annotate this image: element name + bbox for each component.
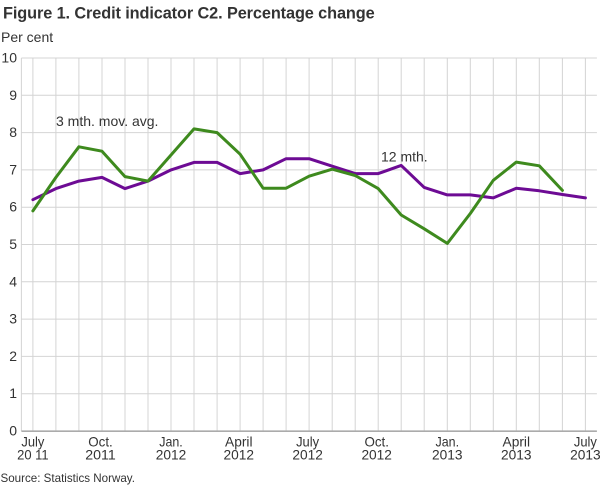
svg-text:2013: 2013	[501, 446, 532, 462]
svg-text:Figure 1. Credit indicator C2.: Figure 1. Credit indicator C2. Percentag…	[3, 5, 375, 23]
svg-text:Oct.: Oct.	[364, 433, 389, 449]
svg-text:3 mth. mov. avg.: 3 mth. mov. avg.	[56, 113, 158, 129]
svg-text:Jan.: Jan.	[436, 433, 460, 449]
svg-text:Oct.: Oct.	[88, 433, 113, 449]
svg-text:0: 0	[9, 423, 17, 439]
svg-text:2011: 2011	[85, 446, 116, 462]
svg-text:2013: 2013	[432, 446, 463, 462]
svg-text:4: 4	[9, 273, 17, 289]
svg-text:2012: 2012	[224, 446, 255, 462]
svg-text:Jan.: Jan.	[159, 433, 183, 449]
svg-text:2: 2	[9, 348, 17, 364]
svg-text:2012: 2012	[361, 446, 392, 462]
svg-text:April: April	[225, 433, 253, 449]
svg-text:Source: Statistics Norway.: Source: Statistics Norway.	[1, 472, 135, 485]
svg-text:July: July	[574, 433, 597, 449]
svg-text:July: July	[21, 433, 44, 449]
svg-text:July: July	[296, 433, 319, 449]
svg-text:April: April	[503, 433, 531, 449]
svg-text:1: 1	[9, 385, 17, 401]
svg-text:20 11: 20 11	[17, 446, 49, 462]
svg-text:2012: 2012	[156, 446, 187, 462]
svg-text:12 mth.: 12 mth.	[381, 149, 428, 165]
svg-text:7: 7	[9, 161, 17, 177]
svg-text:2013: 2013	[570, 446, 601, 462]
svg-text:5: 5	[9, 236, 17, 252]
svg-text:10: 10	[1, 50, 17, 66]
svg-text:3: 3	[9, 311, 17, 327]
svg-text:9: 9	[9, 87, 17, 103]
svg-text:6: 6	[9, 199, 17, 215]
svg-text:Per cent: Per cent	[1, 29, 53, 45]
svg-text:8: 8	[9, 124, 17, 140]
svg-text:2012: 2012	[292, 446, 323, 462]
